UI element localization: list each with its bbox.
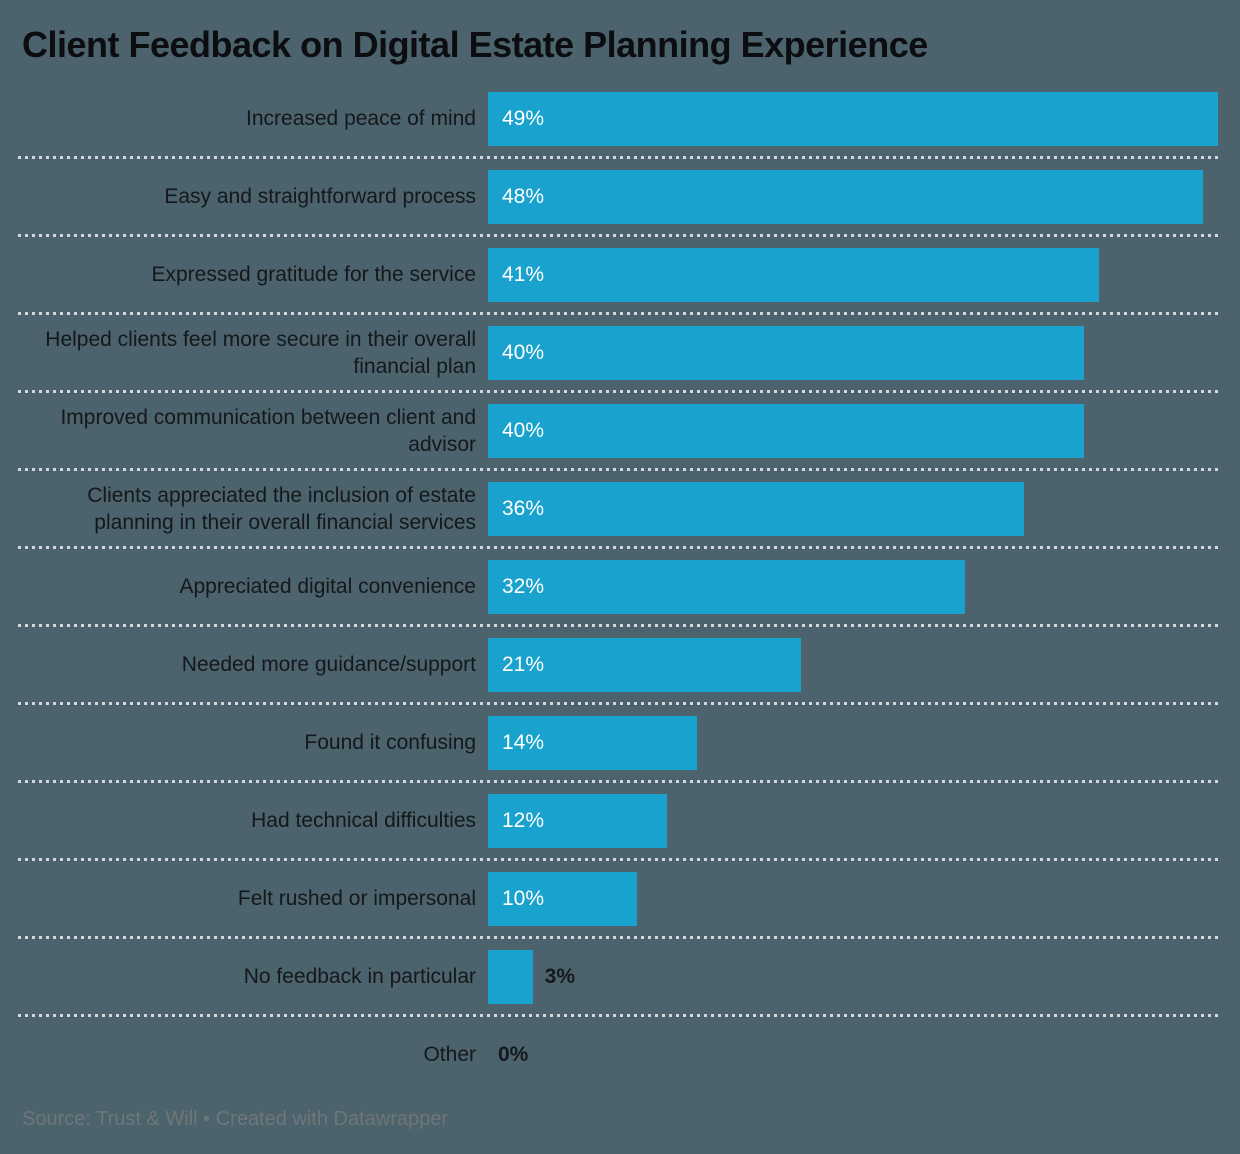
category-label: Felt rushed or impersonal — [237, 887, 476, 911]
category-label: Expressed gratitude for the service — [151, 263, 477, 287]
row-separator — [18, 390, 1218, 394]
bar-track: 48% — [488, 169, 1218, 224]
bar-row: Other 0% — [0, 1017, 1240, 1092]
row-separator — [18, 546, 1218, 550]
category-label: Increased peace of mind — [246, 107, 476, 131]
category-label: Had technical difficulties — [251, 809, 476, 833]
bar-track: 10% — [488, 871, 1218, 926]
bar — [488, 169, 1204, 224]
row-separator — [18, 780, 1218, 784]
bar-row: Appreciated digital convenience 32% — [0, 549, 1240, 624]
row-separator — [18, 156, 1218, 160]
category-label: No feedback in particular — [243, 965, 476, 989]
bar-track: 0% — [488, 1028, 1218, 1082]
bar-track: 12% — [488, 793, 1218, 848]
bar-row: Felt rushed or impersonal 10% — [0, 861, 1240, 936]
value-label: 32% — [502, 574, 545, 598]
row-separator — [18, 624, 1218, 628]
bar-row: Easy and straightforward process 48% — [0, 159, 1240, 234]
bar — [488, 637, 801, 692]
category-label: Appreciated digital convenience — [179, 575, 476, 599]
category-label: Found it confusing — [304, 731, 476, 755]
bar — [488, 325, 1084, 380]
row-separator — [18, 702, 1218, 706]
bar-track: 32% — [488, 559, 1218, 614]
bar — [488, 715, 697, 770]
value-label: 14% — [502, 730, 545, 754]
source-line: Source: Trust & Will • Created with Data… — [22, 1108, 449, 1131]
bar — [488, 871, 637, 926]
bar-row: Helped clients feel more secure in their… — [0, 315, 1240, 390]
bar-row: Clients appreciated the inclusion of est… — [0, 471, 1240, 546]
chart-header: Client Feedback on Digital Estate Planni… — [0, 0, 1240, 81]
bar-track: 40% — [488, 403, 1218, 458]
bar-row: Had technical difficulties 12% — [0, 783, 1240, 858]
row-separator — [18, 1014, 1218, 1018]
bar-row: Improved communication between client an… — [0, 393, 1240, 468]
row-separator — [18, 468, 1218, 472]
category-label: Other — [423, 1043, 476, 1067]
row-separator — [18, 936, 1218, 940]
bar-row: Needed more guidance/support 21% — [0, 627, 1240, 702]
value-label: 40% — [502, 340, 545, 364]
chart-footer: Source: Trust & Will • Created with Data… — [0, 1092, 1240, 1131]
bar-track: 36% — [488, 481, 1218, 536]
bar — [488, 559, 965, 614]
bar-row: Found it confusing 14% — [0, 705, 1240, 780]
category-label: Needed more guidance/support — [181, 653, 476, 677]
category-label: Clients appreciated the inclusion of est… — [87, 483, 476, 534]
row-separator — [18, 858, 1218, 862]
value-label: 48% — [502, 184, 545, 208]
bar-track: 41% — [488, 247, 1218, 302]
bar — [488, 247, 1099, 302]
category-label: Helped clients feel more secure in their… — [45, 327, 476, 378]
value-label: 41% — [502, 262, 545, 286]
category-label: Improved communication between client an… — [60, 405, 476, 456]
value-label: 49% — [502, 106, 545, 130]
category-label: Easy and straightforward process — [164, 185, 476, 209]
value-label: 12% — [502, 808, 545, 832]
bar — [488, 793, 667, 848]
bar-track: 14% — [488, 715, 1218, 770]
value-label: 40% — [502, 418, 545, 442]
bar-track: 40% — [488, 325, 1218, 380]
value-label: 10% — [502, 886, 545, 910]
value-label: 21% — [502, 652, 545, 676]
value-label: 36% — [502, 496, 545, 520]
bar — [488, 403, 1084, 458]
value-label: 0% — [498, 1042, 529, 1066]
bar-track: 21% — [488, 637, 1218, 692]
row-separator — [18, 234, 1218, 238]
bar-track: 3% — [488, 949, 1218, 1004]
bar-chart: Increased peace of mind 49% Easy and str… — [0, 81, 1240, 1092]
bar — [488, 481, 1025, 536]
bar-row: No feedback in particular 3% — [0, 939, 1240, 1014]
bar-row: Increased peace of mind 49% — [0, 81, 1240, 156]
bar — [488, 949, 533, 1004]
bar-track: 49% — [488, 91, 1218, 146]
bar — [488, 91, 1218, 146]
bar-row: Expressed gratitude for the service 41% — [0, 237, 1240, 312]
page-title: Client Feedback on Digital Estate Planni… — [22, 24, 928, 65]
value-label: 3% — [544, 964, 576, 988]
row-separator — [18, 312, 1218, 316]
